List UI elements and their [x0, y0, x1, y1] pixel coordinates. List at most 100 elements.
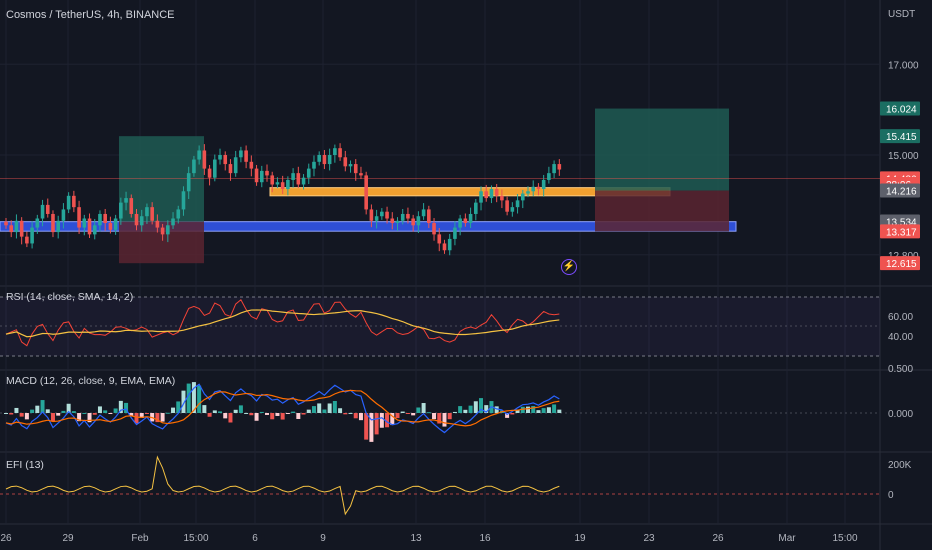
- macd-histogram-bar: [317, 403, 322, 413]
- price-badge-label: 16.024: [886, 105, 917, 116]
- time-axis-label: Feb: [131, 533, 149, 544]
- time-axis-label: 6: [252, 533, 258, 544]
- rsi-title[interactable]: RSI (14, close, SMA, 14, 2): [6, 291, 134, 303]
- macd-histogram-bar: [45, 409, 50, 413]
- macd-histogram-bar: [129, 413, 134, 417]
- macd-histogram-bar: [311, 406, 316, 413]
- time-axis-label: 26: [712, 533, 724, 544]
- macd-histogram-bar: [416, 407, 421, 413]
- efi-title[interactable]: EFI (13): [6, 459, 44, 471]
- candle-body: [40, 204, 45, 219]
- macd-histogram-bar: [19, 413, 24, 417]
- macd-histogram-bar: [463, 409, 468, 413]
- macd-tick: 0.000: [888, 409, 913, 420]
- macd-histogram-bar: [207, 413, 212, 417]
- macd-histogram-bar: [139, 413, 144, 419]
- macd-histogram-bar: [473, 401, 478, 413]
- macd-histogram-bar: [212, 410, 217, 413]
- candle-body: [77, 207, 81, 228]
- price-badge-label: 12.615: [886, 259, 917, 270]
- candle-body: [458, 218, 462, 228]
- macd-histogram-bar: [526, 406, 530, 413]
- candle-body: [515, 200, 520, 208]
- symbol-title[interactable]: Cosmos / TetherUS, 4h, BINANCE: [6, 9, 175, 21]
- macd-title[interactable]: MACD (12, 26, close, 9, EMA, EMA): [6, 375, 176, 387]
- macd-histogram-bar: [9, 413, 14, 415]
- candle-body: [474, 202, 478, 214]
- candle-body: [291, 173, 295, 180]
- macd-histogram-bar: [249, 413, 254, 416]
- macd-histogram-bar: [515, 409, 520, 413]
- candle-body: [306, 168, 311, 178]
- currency-label[interactable]: USDT: [888, 9, 916, 20]
- candle-body: [171, 218, 175, 226]
- candle-body: [526, 191, 530, 194]
- candle-body: [249, 161, 254, 169]
- macd-histogram-bar: [82, 412, 87, 414]
- macd-histogram-bar: [191, 382, 196, 413]
- candle-body: [317, 155, 321, 162]
- candle-body: [531, 186, 536, 192]
- candle-body: [427, 209, 431, 224]
- candle-body: [145, 207, 149, 217]
- macd-histogram-bar: [223, 413, 228, 419]
- macd-histogram-bar: [35, 405, 40, 413]
- candle-body: [411, 218, 415, 226]
- candle-body: [228, 164, 233, 174]
- time-axis-label: 13: [410, 533, 422, 544]
- macd-histogram-bar: [259, 411, 264, 413]
- candle-body: [218, 155, 222, 160]
- macd-histogram-bar: [447, 413, 452, 420]
- candle-body: [536, 186, 541, 190]
- candle-body: [98, 213, 102, 226]
- macd-histogram-bar: [280, 413, 285, 420]
- macd-histogram-bar: [395, 413, 400, 419]
- macd-histogram-bar: [103, 410, 108, 413]
- candle-body: [239, 150, 243, 158]
- macd-line: [5, 383, 560, 434]
- price-badge: [880, 101, 920, 116]
- candle-body: [494, 189, 499, 196]
- candle-body: [72, 195, 76, 208]
- candle-body: [552, 164, 556, 174]
- lightning-icon[interactable]: ⚡: [561, 259, 577, 275]
- macd-histogram-bar: [50, 413, 55, 422]
- candle-body: [181, 191, 186, 210]
- candle-body: [322, 155, 327, 165]
- candle-body: [280, 182, 285, 190]
- candle-body: [442, 243, 447, 251]
- rsi-tick: 60.00: [888, 312, 913, 323]
- candle-body: [223, 155, 228, 165]
- candle-body: [348, 164, 353, 167]
- candle-body: [395, 220, 400, 224]
- macd-histogram-bar: [4, 413, 8, 414]
- macd-histogram-bar: [452, 411, 457, 413]
- candle-body: [327, 155, 332, 165]
- candle-body: [385, 211, 389, 219]
- macd-histogram-bar: [124, 402, 129, 413]
- candle-body: [520, 193, 525, 201]
- time-axis-label: Mar: [778, 533, 796, 544]
- macd-histogram-bar: [332, 401, 337, 413]
- candle-body: [557, 164, 562, 170]
- candle-body: [447, 238, 452, 251]
- macd-histogram-bar: [254, 413, 259, 421]
- macd-histogram-bar: [369, 413, 374, 442]
- time-axis-label: 23: [643, 533, 655, 544]
- candle-body: [82, 218, 87, 228]
- time-axis-label: 26: [0, 533, 12, 544]
- candle-body: [421, 209, 426, 217]
- candle-body: [207, 168, 212, 178]
- macd-histogram-bar: [494, 406, 499, 413]
- candle-body: [484, 191, 489, 199]
- candle-body: [333, 148, 337, 155]
- candle-body: [479, 191, 483, 203]
- macd-histogram-bar: [265, 413, 269, 415]
- macd-histogram-bar: [306, 409, 311, 413]
- candle-body: [364, 175, 368, 210]
- macd-histogram-bar: [520, 406, 525, 413]
- price-badge-label: 13.317: [886, 227, 917, 238]
- macd-histogram-bar: [552, 404, 557, 413]
